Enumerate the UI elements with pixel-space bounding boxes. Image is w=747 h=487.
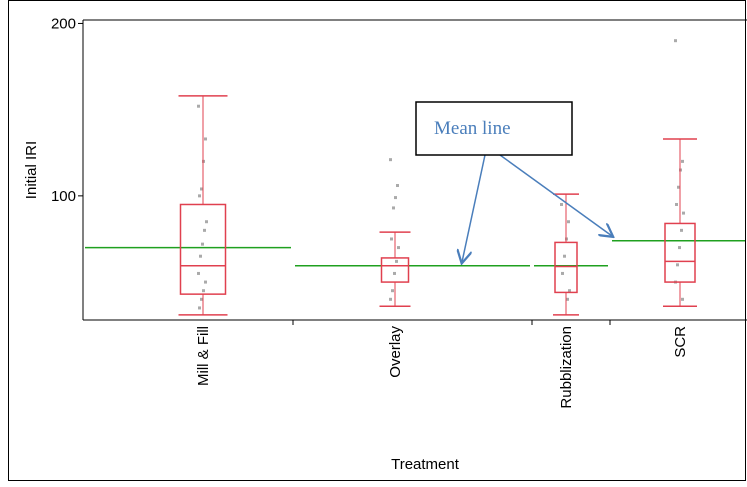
point	[197, 104, 200, 108]
point	[675, 202, 678, 206]
point	[566, 297, 569, 301]
point	[396, 184, 399, 188]
y-tick-label: 100	[51, 188, 76, 205]
point	[677, 185, 680, 189]
box	[179, 203, 227, 295]
point	[199, 254, 202, 258]
point	[680, 228, 683, 232]
point	[198, 306, 201, 310]
point	[394, 196, 397, 200]
point	[397, 246, 400, 250]
point	[561, 271, 564, 275]
point	[198, 194, 201, 198]
annotation: Mean line	[434, 118, 511, 139]
point	[563, 254, 566, 258]
box	[554, 241, 578, 294]
point	[389, 158, 392, 162]
box	[380, 257, 410, 283]
x-tick-label: SCR	[672, 326, 689, 358]
point	[200, 187, 203, 191]
point	[390, 237, 393, 241]
x-axis-label: Treatment	[391, 456, 460, 473]
point	[681, 159, 684, 163]
point	[560, 202, 563, 206]
point	[204, 280, 207, 284]
point	[204, 137, 207, 141]
point	[205, 220, 208, 224]
y-tick-label: 200	[51, 15, 76, 32]
point	[201, 242, 204, 246]
x-tick-label: Overlay	[387, 326, 404, 378]
point	[678, 246, 681, 250]
point	[197, 271, 200, 275]
point	[203, 228, 206, 232]
point	[200, 297, 203, 301]
point	[676, 263, 679, 267]
point	[395, 259, 398, 263]
point	[681, 297, 684, 301]
arrow	[462, 154, 486, 262]
point	[393, 271, 396, 275]
point	[389, 297, 392, 301]
arrow	[499, 154, 612, 236]
annotation-box	[415, 101, 573, 156]
point	[682, 211, 685, 215]
point	[568, 289, 571, 293]
box	[664, 222, 696, 283]
point	[567, 220, 570, 224]
y-axis-label: Initial IRI	[23, 141, 40, 199]
frame	[8, 0, 746, 481]
point	[202, 289, 205, 293]
x-tick-label: Rubblization	[558, 326, 575, 409]
point	[674, 39, 677, 43]
x-tick-label: Mill & Fill	[195, 326, 212, 386]
point	[392, 206, 395, 210]
point	[391, 289, 394, 293]
